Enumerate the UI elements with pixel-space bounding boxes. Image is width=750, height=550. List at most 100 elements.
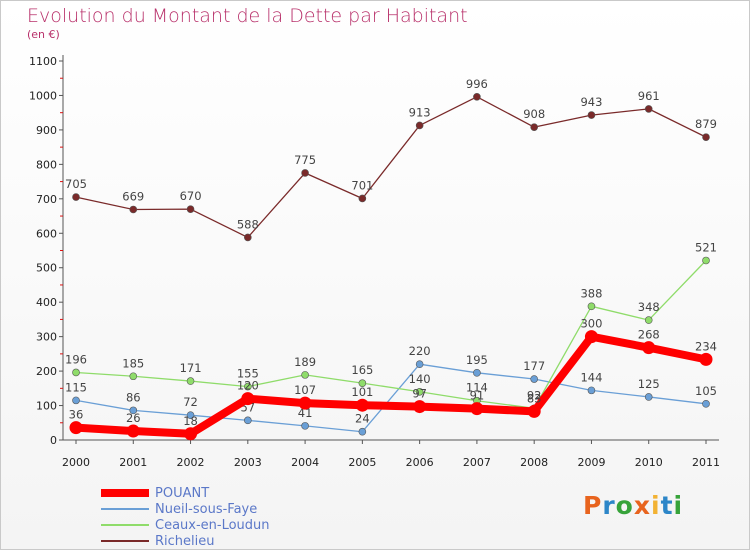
y-tick-label: 600 <box>36 227 57 240</box>
data-point-pouant <box>241 392 255 406</box>
data-point-pouant <box>699 352 713 366</box>
x-tick-label: 2005 <box>348 456 376 469</box>
x-tick-label: 2000 <box>62 456 90 469</box>
series-line-ceaux-en-loudun <box>75 259 707 409</box>
x-tick-label: 2006 <box>406 456 434 469</box>
data-point-nueil-sous-faye <box>129 406 138 415</box>
legend-swatch <box>101 524 149 526</box>
x-tick-label: 2003 <box>234 456 262 469</box>
data-point-richelieu <box>473 93 481 101</box>
data-point-ceaux-en-loudun <box>415 387 424 396</box>
data-point-ceaux-en-loudun <box>301 371 309 379</box>
data-point-nueil-sous-faye <box>301 422 309 430</box>
series-line-pouant <box>72 332 710 438</box>
y-tick-label: 300 <box>36 331 57 344</box>
x-tick-label: 2007 <box>463 456 491 469</box>
data-label-pouant: 300 <box>580 317 602 331</box>
data-label-nueil-sous-faye: 115 <box>65 380 87 394</box>
data-label-richelieu: 588 <box>237 217 259 231</box>
legend-label: Nueil-sous-Faye <box>155 501 258 517</box>
legend-item: Ceaux-en-Loudun <box>101 517 270 533</box>
data-label-richelieu: 670 <box>180 189 202 203</box>
x-tick-label: 2009 <box>577 456 605 469</box>
data-label-pouant: 268 <box>638 328 660 342</box>
x-tick-label: 2002 <box>177 456 205 469</box>
y-tick-label: 0 <box>50 434 57 447</box>
data-point-pouant <box>298 396 312 410</box>
data-point-richelieu <box>301 169 309 177</box>
x-tick-label: 2004 <box>291 456 319 469</box>
x-tick-label: 2001 <box>119 456 147 469</box>
data-label-richelieu: 669 <box>122 189 144 203</box>
legend-item: Richelieu <box>101 533 270 549</box>
data-label-richelieu: 996 <box>466 77 488 91</box>
data-point-richelieu <box>358 194 367 203</box>
data-point-nueil-sous-faye <box>587 386 596 395</box>
data-point-pouant <box>584 330 598 344</box>
legend-label: POUANT <box>155 485 210 501</box>
y-tick-label: 200 <box>36 365 57 378</box>
data-point-richelieu <box>530 123 538 131</box>
data-point-nueil-sous-faye <box>415 360 424 369</box>
logo-letter: r <box>602 491 616 520</box>
data-label-nueil-sous-faye: 72 <box>183 395 198 409</box>
data-label-richelieu: 879 <box>695 117 717 131</box>
data-label-pouant: 107 <box>294 383 316 397</box>
data-point-pouant <box>126 424 140 438</box>
data-label-ceaux-en-loudun: 189 <box>294 355 316 369</box>
data-point-ceaux-en-loudun <box>72 368 80 377</box>
y-tick-label: 900 <box>36 124 57 137</box>
logo-letter: t <box>660 491 674 520</box>
data-point-pouant <box>413 400 427 414</box>
series-line-nueil-sous-faye <box>75 363 707 433</box>
data-point-nueil-sous-faye <box>530 375 538 383</box>
data-label-nueil-sous-faye: 220 <box>409 344 431 358</box>
data-point-richelieu <box>244 233 252 242</box>
data-point-richelieu <box>587 111 596 119</box>
logo-letter: i <box>673 491 684 520</box>
data-point-ceaux-en-loudun <box>129 372 138 381</box>
data-label-richelieu: 705 <box>65 177 87 191</box>
logo-letter: o <box>615 491 634 520</box>
data-label-pouant: 234 <box>695 339 717 353</box>
data-label-richelieu: 961 <box>638 89 660 103</box>
data-label-ceaux-en-loudun: 165 <box>351 363 373 377</box>
chart-subtitle: (en €) <box>27 28 60 41</box>
data-point-richelieu <box>72 193 80 201</box>
data-label-nueil-sous-faye: 144 <box>580 370 602 384</box>
data-point-pouant <box>527 404 541 418</box>
data-label-ceaux-en-loudun: 388 <box>580 286 602 300</box>
data-label-richelieu: 908 <box>523 107 545 121</box>
data-label-nueil-sous-faye: 41 <box>298 406 313 420</box>
chart-title: Evolution du Montant de la Dette par Hab… <box>27 5 468 27</box>
legend-label: Ceaux-en-Loudun <box>155 517 270 533</box>
data-label-ceaux-en-loudun: 114 <box>466 381 488 395</box>
data-label-ceaux-en-loudun: 171 <box>180 361 202 375</box>
data-point-nueil-sous-faye <box>72 396 80 405</box>
legend-swatch <box>101 489 149 497</box>
series-line-richelieu <box>75 96 707 239</box>
legend-label: Richelieu <box>155 533 215 549</box>
x-tick-label: 2011 <box>692 456 720 469</box>
data-point-nueil-sous-faye <box>644 393 653 401</box>
logo-letter: x <box>633 491 651 520</box>
data-label-richelieu: 701 <box>351 178 373 192</box>
logo-letter: P <box>583 491 603 520</box>
data-label-richelieu: 775 <box>294 153 316 167</box>
data-point-nueil-sous-faye <box>702 400 710 408</box>
x-tick-label: 2010 <box>635 456 663 469</box>
y-tick-label: 800 <box>36 158 57 171</box>
data-point-pouant <box>355 398 369 412</box>
legend: POUANT Nueil-sous-Faye Ceaux-en-Loudun Rich… <box>101 485 270 549</box>
legend-item: POUANT <box>101 485 270 501</box>
data-label-pouant: 18 <box>183 414 198 428</box>
data-label-ceaux-en-loudun: 140 <box>409 372 431 386</box>
data-point-ceaux-en-loudun <box>186 377 195 385</box>
x-tick-label: 2008 <box>520 456 548 469</box>
data-point-nueil-sous-faye <box>186 411 195 419</box>
data-point-ceaux-en-loudun <box>587 302 596 311</box>
data-point-richelieu <box>415 121 424 130</box>
legend-swatch <box>101 540 149 542</box>
data-point-richelieu <box>702 133 710 141</box>
